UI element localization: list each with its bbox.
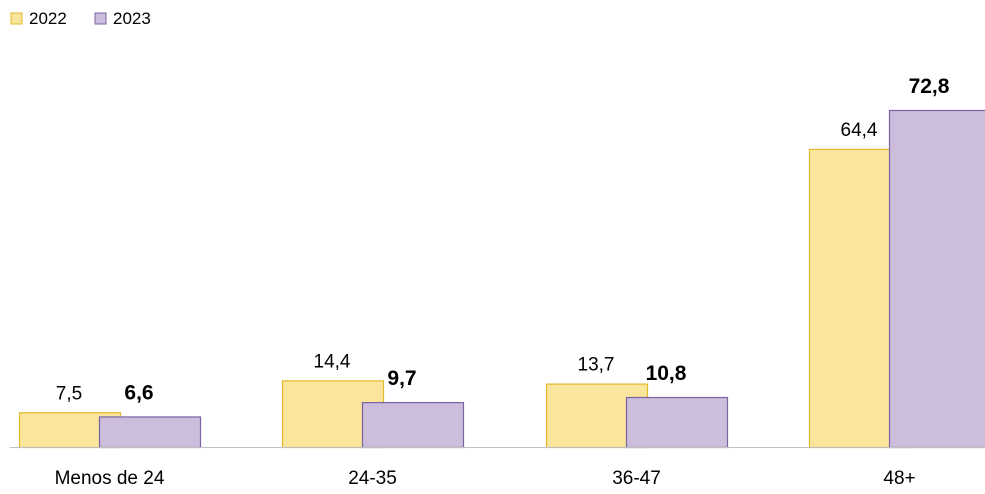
- x-tick-labels: Menos de 24 24-35 36-47 48+: [55, 468, 916, 489]
- bar-2023-0: [98, 416, 202, 449]
- data-labels: 7,5 14,4 13,7 64,4 6,6 9,7 10,8 72,8: [56, 75, 950, 404]
- data-label-2022-3: 64,4: [841, 120, 878, 141]
- bar-2023-1: [361, 401, 465, 449]
- data-label-2022-0: 7,5: [56, 383, 82, 404]
- legend: 2022 2023: [10, 9, 151, 28]
- legend-label-2023: 2023: [113, 9, 151, 28]
- data-label-2023-2: 10,8: [646, 362, 687, 385]
- x-tick-label-0: Menos de 24: [55, 468, 165, 489]
- data-label-2022-1: 14,4: [314, 351, 351, 372]
- legend-swatch-2023: [94, 12, 107, 25]
- x-tick-label-3: 48+: [883, 468, 915, 489]
- data-label-2023-0: 6,6: [124, 381, 153, 404]
- x-tick-label-2: 36-47: [612, 468, 661, 489]
- legend-label-2022: 2022: [29, 9, 67, 28]
- data-label-2022-2: 13,7: [578, 355, 615, 376]
- bar-2023-2: [625, 396, 729, 449]
- data-label-2023-3: 72,8: [909, 75, 950, 98]
- x-tick-label-1: 24-35: [348, 468, 397, 489]
- data-label-2023-1: 9,7: [387, 367, 416, 390]
- bars: [18, 109, 985, 449]
- legend-swatch-2022: [10, 12, 23, 25]
- bar-2023-3: [888, 109, 985, 449]
